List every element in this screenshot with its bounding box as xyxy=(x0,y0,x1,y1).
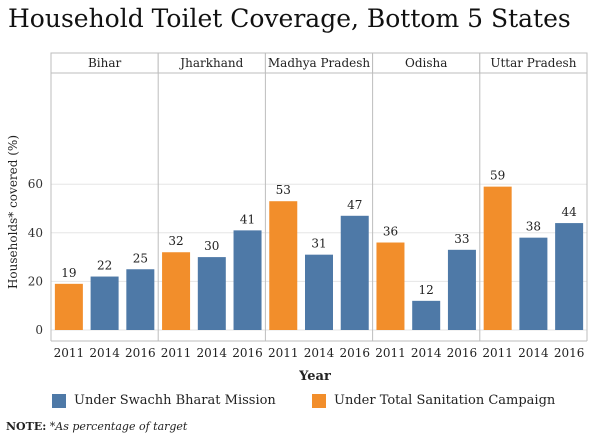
bar-labels: 19 22 25 32 30 41 53 31 47 36 12 33 59 38 44 xyxy=(61,169,577,297)
data-label: 33 xyxy=(454,232,469,246)
data-label: 31 xyxy=(311,237,326,251)
x-tick-label: 2014 xyxy=(518,346,549,360)
data-label: 47 xyxy=(347,198,362,212)
data-label: 12 xyxy=(419,283,434,297)
panel-header xyxy=(479,52,588,74)
bar xyxy=(90,276,119,330)
x-tick-label: 2014 xyxy=(197,346,228,360)
bar xyxy=(197,257,226,330)
x-tick-label: 2016 xyxy=(554,346,585,360)
data-label: 25 xyxy=(133,251,148,265)
x-tick-label: 2014 xyxy=(304,346,335,360)
data-label: 44 xyxy=(561,205,577,219)
panel-header-label: Madhya Pradesh xyxy=(268,56,371,70)
bar xyxy=(483,186,512,330)
panel-header-label: Uttar Pradesh xyxy=(490,56,576,70)
panel-header-label: Bihar xyxy=(88,56,122,70)
data-label: 19 xyxy=(61,266,76,280)
chart-title: Household Toilet Coverage, Bottom 5 Stat… xyxy=(8,4,571,33)
bar xyxy=(519,237,548,330)
x-tick-label: 2011 xyxy=(482,346,513,360)
state-panels: Bihar Jharkhand Madhya Pradesh Odisha Uttar … xyxy=(50,52,588,342)
bar xyxy=(162,252,191,330)
bar xyxy=(305,254,333,330)
data-label: 41 xyxy=(240,212,255,226)
x-tick-labels: 2011 2014 2016 2011 2014 2016 2011 2014 2016 2011… xyxy=(54,346,585,360)
bar xyxy=(376,242,405,330)
data-label: 36 xyxy=(383,225,398,239)
x-tick-label: 2011 xyxy=(54,346,85,360)
bar-chart: Bihar Jharkhand Madhya Pradesh Odisha Uttar … xyxy=(6,52,588,384)
legend-item-sbm: Under Swachh Bharat Mission xyxy=(52,393,276,408)
data-label: 32 xyxy=(168,234,183,248)
x-tick-label: 2016 xyxy=(232,346,263,360)
y-tick-labels: 0 20 40 60 xyxy=(28,177,43,337)
note-label: NOTE: xyxy=(6,420,47,433)
data-label: 22 xyxy=(97,259,112,273)
legend-label-tsc: Under Total Sanitation Campaign xyxy=(334,393,556,408)
note-text: *As percentage of target xyxy=(49,420,188,433)
y-tick-label: 40 xyxy=(28,226,43,240)
x-tick-label: 2016 xyxy=(125,346,156,360)
bar xyxy=(412,300,441,330)
bar xyxy=(269,201,298,330)
x-tick-label: 2014 xyxy=(89,346,120,360)
data-label: 59 xyxy=(490,169,505,183)
bar xyxy=(447,249,476,330)
x-tick-label: 2016 xyxy=(447,346,478,360)
x-tick-label: 2011 xyxy=(375,346,406,360)
x-axis-label: Year xyxy=(298,369,331,384)
bar xyxy=(54,283,83,330)
x-tick-label: 2014 xyxy=(411,346,442,360)
x-tick-label: 2011 xyxy=(161,346,192,360)
x-tick-label: 2016 xyxy=(339,346,370,360)
panel-header-label: Odisha xyxy=(405,56,447,70)
y-tick-label: 20 xyxy=(28,274,43,288)
data-label: 30 xyxy=(204,239,219,253)
bar xyxy=(233,230,262,330)
footnote: NOTE: *As percentage of target xyxy=(6,420,187,433)
legend-item-tsc: Under Total Sanitation Campaign xyxy=(312,393,555,408)
legend: Under Swachh Bharat Mission Under Total … xyxy=(0,393,599,413)
bar xyxy=(340,215,369,330)
bars xyxy=(54,186,584,330)
legend-swatch-tsc xyxy=(312,393,326,408)
bar xyxy=(126,269,155,330)
bar xyxy=(555,223,584,330)
x-tick-label: 2011 xyxy=(268,346,299,360)
legend-swatch-sbm xyxy=(52,393,66,408)
data-label: 38 xyxy=(526,220,541,234)
y-axis-label: Households* covered (%) xyxy=(6,135,20,289)
panel-header-label: Jharkhand xyxy=(178,56,243,70)
y-tick-label: 60 xyxy=(28,177,43,191)
data-label: 53 xyxy=(276,183,291,197)
y-tick-label: 0 xyxy=(35,323,43,337)
legend-label-sbm: Under Swachh Bharat Mission xyxy=(74,393,276,408)
